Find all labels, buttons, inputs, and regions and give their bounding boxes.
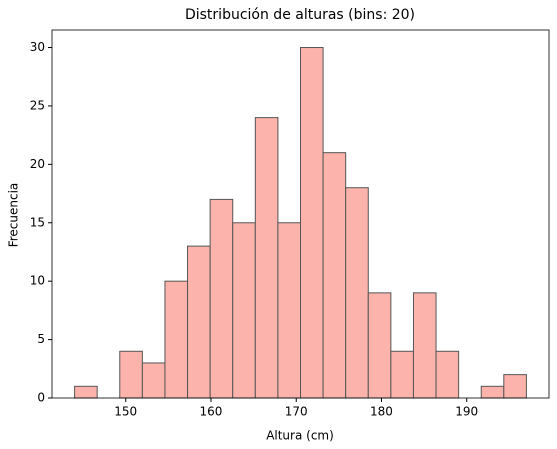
y-axis-label: Frecuencia [7,183,21,248]
x-tick-label: 170 [285,405,308,419]
bar [503,374,527,399]
bar [187,245,211,399]
bar [141,362,166,399]
y-tick-label: 5 [37,332,45,346]
x-tick-label: 160 [200,405,223,419]
bar [277,222,301,399]
x-tick-label: 190 [455,405,478,419]
bar [232,222,256,399]
bar [390,350,414,399]
bar [480,385,505,399]
bar [209,198,234,399]
y-tick-label: 25 [30,98,45,112]
y-tick-label: 10 [30,274,45,288]
bar [345,187,369,399]
bar [119,350,143,399]
y-tick-label: 20 [30,157,45,171]
y-tick-label: 30 [30,40,45,54]
x-axis-label: Altura (cm) [266,429,334,443]
x-tick-label: 180 [370,405,393,419]
bar [74,385,98,399]
x-tick-label: 150 [114,405,137,419]
chart-title: Distribución de alturas (bins: 20) [185,7,415,23]
bar [322,152,347,399]
bar [367,292,392,399]
y-tick-label: 15 [30,215,45,229]
y-tick-label: 0 [37,391,45,405]
bar [300,47,324,399]
bar [412,292,437,399]
bar [164,280,189,399]
bar [435,350,460,399]
plot-frame [51,29,550,399]
bar [254,117,279,399]
